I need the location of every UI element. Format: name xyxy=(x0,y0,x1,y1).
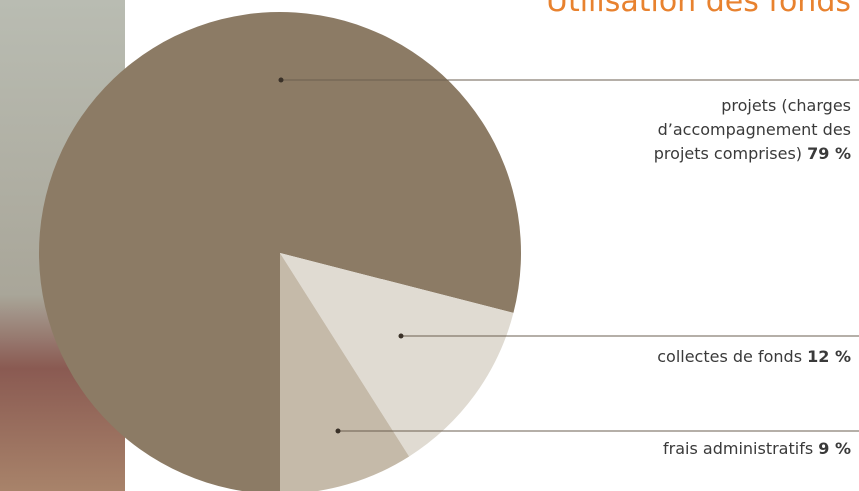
chart xyxy=(0,0,859,491)
category-label: collectes de fonds xyxy=(657,347,802,366)
page: {"chart_data": {"type": "pie", "title": … xyxy=(0,0,859,491)
value-label: 79 % xyxy=(807,144,851,163)
chart-title: Utilisation des fonds xyxy=(546,0,851,19)
category-label: frais administratifs xyxy=(663,439,813,458)
leader-dot xyxy=(399,334,404,339)
slice-label: frais administratifs 9 % xyxy=(601,437,851,461)
value-label: 12 % xyxy=(807,347,851,366)
value-label: 9 % xyxy=(818,439,851,458)
slice-label: collectes de fonds 12 % xyxy=(601,345,851,369)
leader-dot xyxy=(279,78,284,83)
leader-dot xyxy=(336,429,341,434)
slice-label: projets (charges d’accompagnement des pr… xyxy=(601,94,851,166)
